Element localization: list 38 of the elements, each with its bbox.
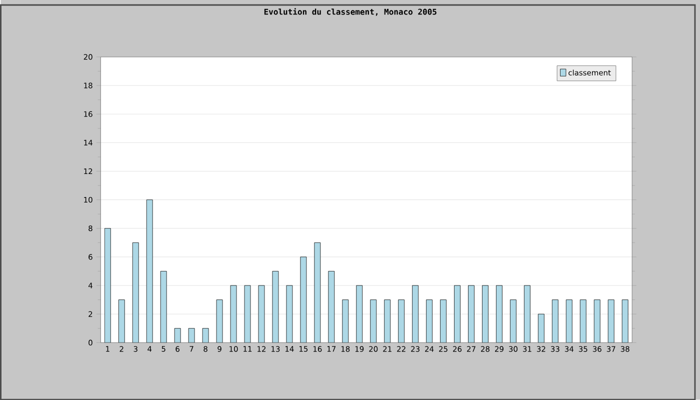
bar bbox=[258, 285, 265, 342]
bar bbox=[370, 299, 377, 342]
bar bbox=[314, 242, 321, 342]
bar bbox=[202, 328, 209, 342]
bar bbox=[174, 328, 181, 342]
bar bbox=[104, 228, 111, 342]
bar bbox=[482, 285, 488, 342]
bar bbox=[286, 285, 293, 342]
bar bbox=[300, 256, 307, 342]
bar bbox=[594, 299, 600, 342]
bar bbox=[524, 285, 530, 342]
bar bbox=[398, 299, 405, 342]
bar bbox=[272, 270, 279, 342]
bar bbox=[622, 299, 628, 342]
bar bbox=[468, 285, 474, 342]
bar bbox=[356, 285, 363, 342]
bar bbox=[244, 285, 251, 342]
bar bbox=[426, 299, 432, 342]
bar bbox=[552, 299, 558, 342]
bar bbox=[384, 299, 391, 342]
bar bbox=[496, 285, 502, 342]
bar bbox=[440, 299, 446, 342]
bar bbox=[188, 328, 195, 342]
bar bbox=[342, 299, 349, 342]
bar bbox=[328, 270, 335, 342]
bar bbox=[160, 270, 167, 342]
bar bbox=[566, 299, 572, 342]
bar bbox=[538, 314, 544, 342]
bar bbox=[216, 299, 223, 342]
bar bbox=[580, 299, 586, 342]
bar bbox=[230, 285, 237, 342]
bar bbox=[608, 299, 614, 342]
bar bbox=[146, 199, 153, 342]
bar bbox=[454, 285, 460, 342]
bar bbox=[510, 299, 516, 342]
bar bbox=[412, 285, 419, 342]
bar bbox=[118, 299, 125, 342]
bar bbox=[132, 242, 139, 342]
